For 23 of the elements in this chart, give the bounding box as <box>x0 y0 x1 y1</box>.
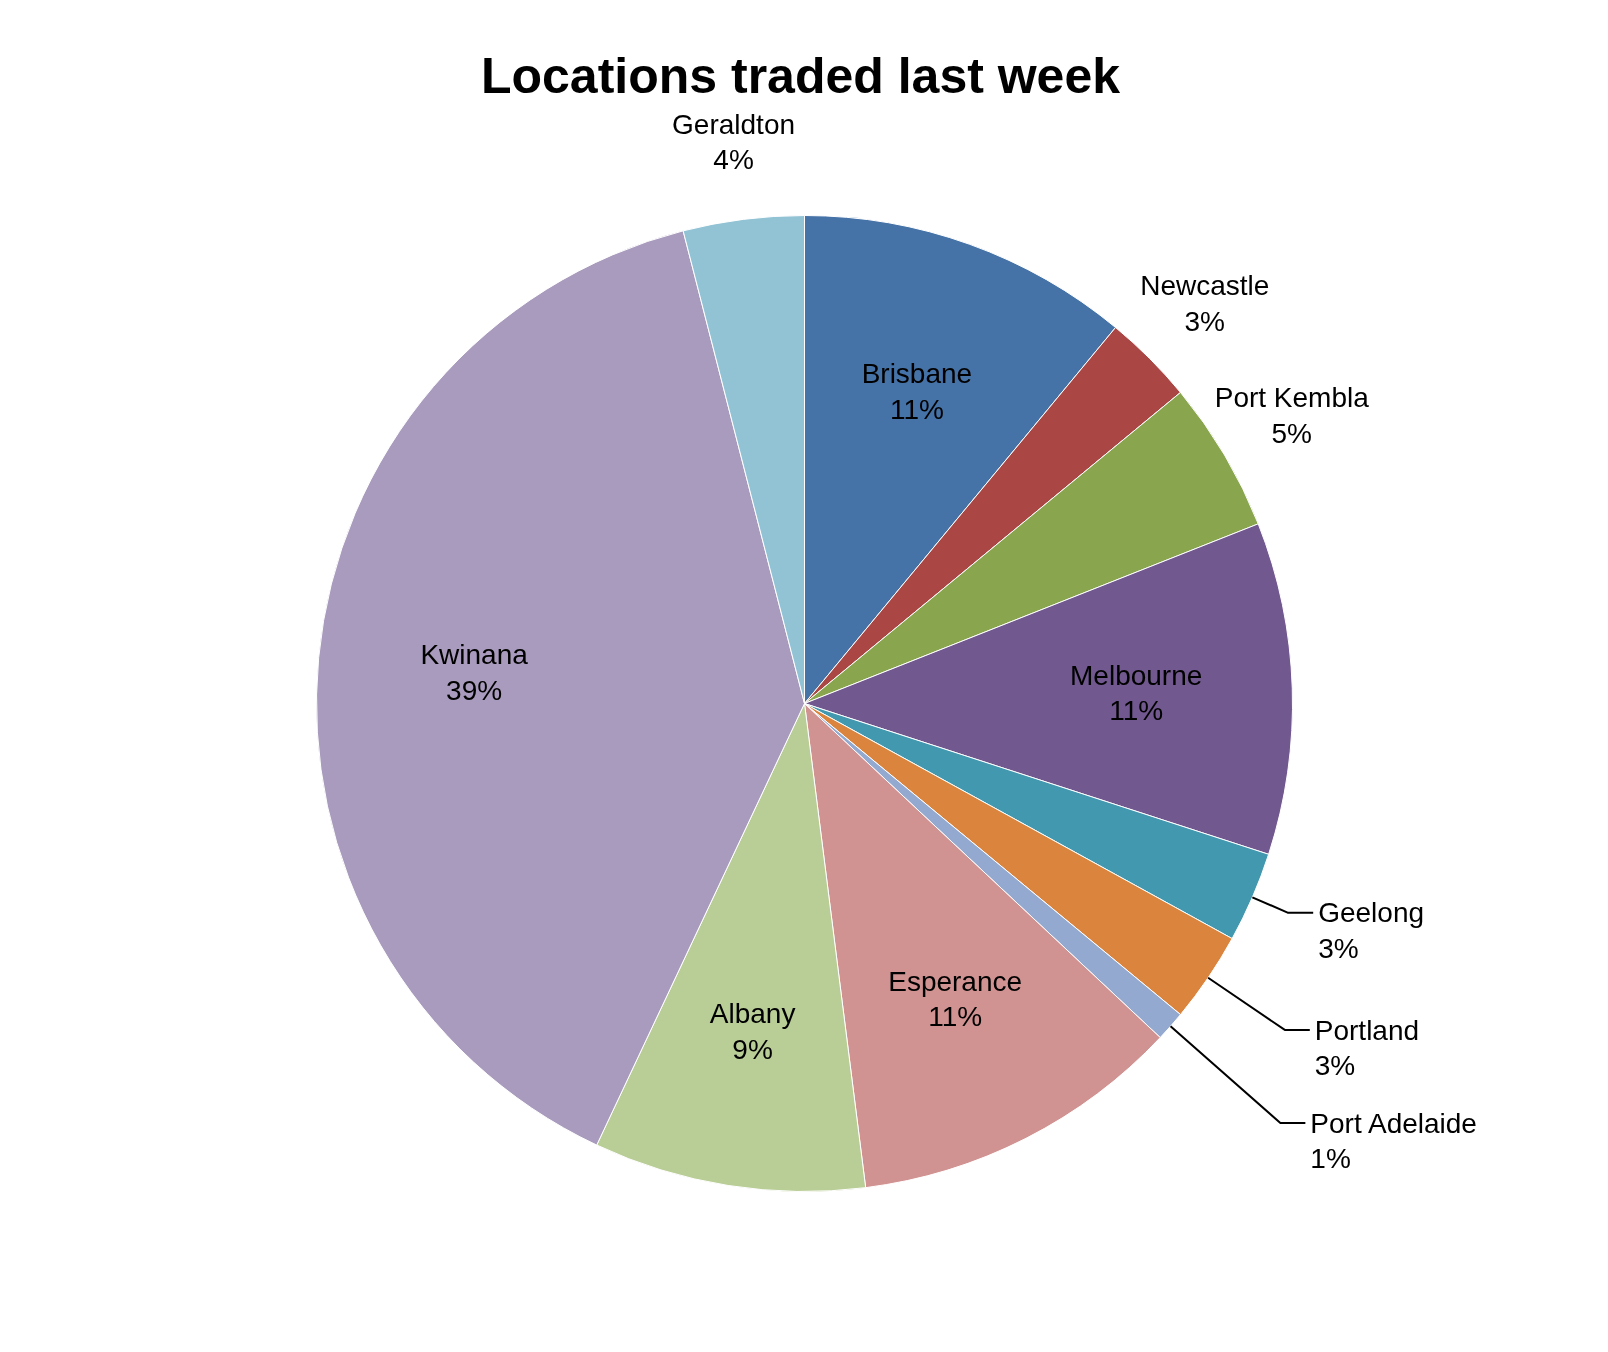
slice-label: Portland <box>1314 1014 1420 1046</box>
data-label: 5% <box>1271 417 1312 449</box>
slice-label: Geelong <box>1318 897 1425 929</box>
data-label: 3% <box>1318 933 1359 965</box>
data-label: 3% <box>1314 1050 1356 1082</box>
slice-label: Kwinana <box>420 638 529 670</box>
slice-label: Esperance <box>888 965 1023 997</box>
data-label: 11% <box>1109 695 1164 727</box>
data-label: 1% <box>1310 1143 1351 1175</box>
data-label: 11% <box>928 1001 983 1033</box>
chart-title: Locations traded last week <box>480 47 1121 104</box>
slice-label: Brisbane <box>861 357 973 389</box>
data-label: 39% <box>446 674 503 706</box>
data-label: 4% <box>713 144 754 176</box>
slice-label: Port Adelaide <box>1310 1107 1477 1139</box>
slice-label: Melbourne <box>1070 659 1203 691</box>
slice-label: Port Kembla <box>1214 382 1370 414</box>
slice-label: Albany <box>709 997 796 1029</box>
slice-label: Geraldton <box>672 108 796 140</box>
data-label: 3% <box>1184 305 1226 337</box>
slice-label: Newcastle <box>1140 269 1270 301</box>
data-label: 11% <box>889 393 944 425</box>
data-label: 9% <box>732 1033 773 1065</box>
